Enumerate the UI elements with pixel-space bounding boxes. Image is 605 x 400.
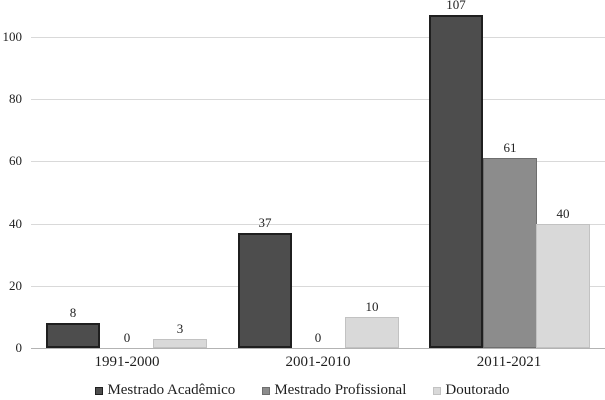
bar-doutorado-1991-2000 bbox=[153, 339, 207, 348]
gridline-20 bbox=[31, 286, 605, 287]
value-label-doutorado-1991-2000: 3 bbox=[176, 321, 184, 336]
value-label-mestrado-profissional-1991-2000: 0 bbox=[123, 330, 131, 345]
bar-mestrado-profissional-2011-2021 bbox=[483, 158, 537, 348]
legend-swatch-icon bbox=[262, 386, 271, 395]
gridline-40 bbox=[31, 224, 605, 225]
x-axis-category-label: 1991-2000 bbox=[94, 354, 160, 370]
value-label-doutorado-2001-2010: 10 bbox=[365, 299, 379, 314]
value-label-mestrado-academico-2011-2021: 107 bbox=[446, 0, 466, 12]
y-axis-tick-label: 60 bbox=[9, 153, 22, 168]
legend-item-mestrado-profissional: Mestrado Profissional bbox=[262, 382, 406, 399]
y-axis-tick-label: 20 bbox=[9, 278, 22, 293]
y-axis-tick-label: 100 bbox=[2, 29, 23, 44]
legend-item-mestrado-academico: Mestrado Acadêmico bbox=[95, 382, 235, 399]
gridline-80 bbox=[31, 99, 605, 100]
gridline-60 bbox=[31, 161, 605, 162]
y-axis-tick-label: 40 bbox=[9, 216, 22, 231]
bar-mestrado-academico-2011-2021 bbox=[429, 15, 483, 348]
legend-swatch-icon bbox=[433, 386, 442, 395]
x-axis-line bbox=[31, 348, 605, 349]
bar-mestrado-academico-1991-2000 bbox=[46, 323, 100, 348]
y-axis-tick-label: 0 bbox=[15, 340, 23, 355]
legend-label: Doutorado bbox=[445, 382, 510, 398]
legend-label: Mestrado Profissional bbox=[274, 382, 407, 398]
legend-label: Mestrado Acadêmico bbox=[107, 382, 236, 398]
bar-doutorado-2011-2021 bbox=[536, 224, 590, 348]
gridline-100 bbox=[31, 37, 605, 38]
value-label-mestrado-academico-1991-2000: 8 bbox=[69, 305, 77, 320]
value-label-mestrado-academico-2001-2010: 37 bbox=[258, 215, 272, 230]
value-label-doutorado-2011-2021: 40 bbox=[556, 206, 570, 221]
x-axis-category-label: 2001-2010 bbox=[285, 354, 351, 370]
bar-doutorado-2001-2010 bbox=[345, 317, 399, 348]
value-label-mestrado-profissional-2011-2021: 61 bbox=[503, 140, 517, 155]
x-axis-category-label: 2011-2021 bbox=[476, 354, 542, 370]
legend: Mestrado Acadêmico Mestrado Profissional… bbox=[0, 381, 605, 400]
y-axis-tick-label: 80 bbox=[9, 91, 22, 106]
legend-item-doutorado: Doutorado bbox=[433, 382, 510, 399]
legend-swatch-icon bbox=[95, 386, 104, 395]
value-label-mestrado-profissional-2001-2010: 0 bbox=[314, 330, 322, 345]
bar-mestrado-academico-2001-2010 bbox=[238, 233, 292, 348]
